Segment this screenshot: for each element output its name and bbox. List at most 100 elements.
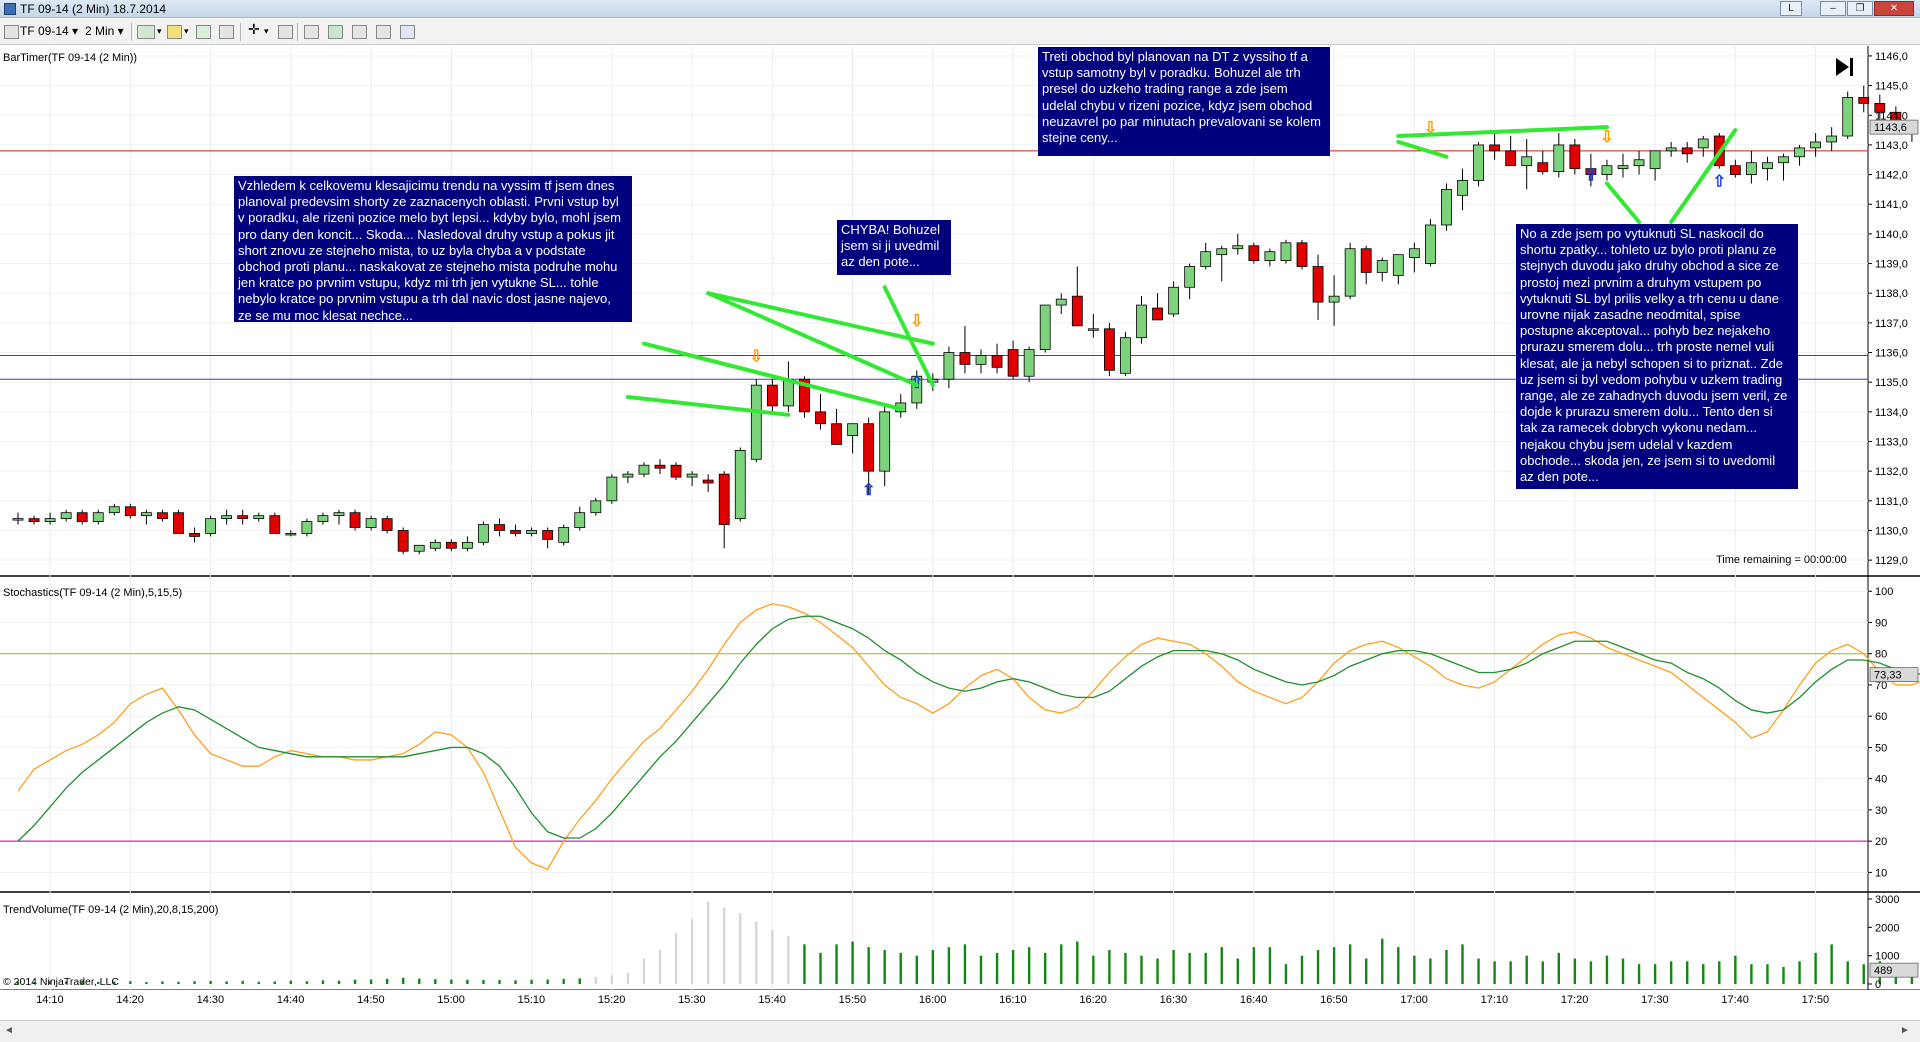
- candle: [1553, 133, 1565, 178]
- candle: [381, 515, 393, 534]
- candle: [783, 361, 794, 412]
- drawing-dropdown-icon[interactable]: ▾: [184, 26, 189, 36]
- axis-tick-label: 30: [1875, 805, 1887, 817]
- scroll-right-icon[interactable]: ►: [1900, 1025, 1910, 1036]
- candle: [1280, 239, 1292, 264]
- time-axis-label: 15:50: [838, 994, 867, 1006]
- candle-body: [1441, 188, 1452, 226]
- candle: [558, 524, 570, 546]
- axis-tick-label: 1133,0: [1875, 437, 1908, 449]
- trade-markers: ⇩⇧⇩⇧⇩⇩⇧⇧: [750, 120, 1726, 499]
- candle: [622, 471, 634, 484]
- time-axis-label: 16:10: [999, 994, 1027, 1006]
- candle: [1810, 133, 1821, 157]
- interval-selector[interactable]: 2 Min ▾: [85, 24, 124, 38]
- candle-body: [766, 384, 778, 407]
- candle-body: [1232, 245, 1244, 250]
- candle-body: [349, 512, 361, 528]
- time-axis-label: 14:50: [357, 994, 385, 1006]
- strategies-icon[interactable]: [376, 25, 391, 39]
- candle-body: [863, 423, 875, 472]
- candle-body: [1762, 162, 1773, 170]
- minimize-button[interactable]: –: [1820, 1, 1846, 16]
- volume-bar: [594, 976, 597, 984]
- crosshair-dropdown-icon[interactable]: ▾: [264, 26, 269, 36]
- current-value-label: 1143,6: [1874, 122, 1907, 134]
- candle-body: [1874, 102, 1886, 113]
- plus-icon[interactable]: [196, 25, 211, 39]
- horizontal-scrollbar[interactable]: ◄ ►: [0, 1020, 1920, 1042]
- candle: [140, 509, 152, 525]
- chart-trader-icon[interactable]: [400, 25, 415, 39]
- volume-bar: [129, 981, 132, 984]
- zoom-icon[interactable]: [278, 25, 293, 39]
- candle: [108, 503, 120, 516]
- properties-icon[interactable]: [304, 25, 319, 39]
- volume-bar: [209, 980, 212, 984]
- close-button[interactable]: ✕: [1874, 1, 1914, 16]
- trend-line: [1669, 128, 1738, 225]
- volume-bar: [1140, 955, 1143, 984]
- pencil-icon[interactable]: [167, 25, 182, 39]
- candle-body: [1617, 165, 1629, 170]
- time-remaining: Time remaining = 00:00:00: [1716, 554, 1847, 566]
- chart-toolbar: TF 09-14 ▾ 2 Min ▾ ▾ ▾ ✛ ▾: [0, 19, 1920, 45]
- candle-body: [1184, 266, 1196, 288]
- candle-body: [494, 524, 505, 531]
- toolbar-separator: [240, 23, 241, 41]
- volume-bar: [1397, 947, 1400, 984]
- bartimer-label: BarTimer(TF 09-14 (2 Min)): [3, 52, 138, 64]
- axis-tick-label: 1135,0: [1875, 377, 1908, 389]
- axis-tick-label: 60: [1875, 711, 1887, 723]
- volume-bar: [1220, 947, 1223, 984]
- axis-tick-label: 20: [1875, 836, 1887, 848]
- trend-line: [706, 291, 919, 388]
- candle: [1152, 293, 1163, 321]
- candle: [1489, 133, 1500, 160]
- indicators-icon[interactable]: [352, 25, 367, 39]
- volume-bar: [225, 981, 228, 984]
- time-axis: 14:10 14:20 14:30 14:40 14:50 15:00 15:10 15:20…: [0, 990, 1920, 1020]
- exit-arrow-icon: ⇧: [1584, 168, 1597, 185]
- maximize-button[interactable]: ❐: [1847, 1, 1873, 16]
- instrument-selector[interactable]: TF 09-14 ▾: [20, 24, 79, 38]
- volume-bar: [562, 978, 565, 984]
- candle-body: [221, 515, 233, 520]
- title-bar[interactable]: TF 09-14 (2 Min) 18.7.2014 L – ❐ ✕: [0, 0, 1920, 18]
- annotation-mistake[interactable]: CHYBA! Bohuzel jsem si ji uvedmil az den…: [837, 220, 951, 275]
- current-value-label: 489: [1874, 965, 1892, 977]
- volume-bar: [1477, 958, 1480, 984]
- candle: [895, 394, 907, 418]
- axis-tick-label: 2000: [1875, 922, 1899, 934]
- candle-body: [1505, 150, 1517, 167]
- volume-bar: [1798, 961, 1801, 984]
- bar-style-icon[interactable]: [137, 25, 155, 39]
- crosshair-icon[interactable]: ✛: [248, 21, 260, 37]
- candle: [1392, 254, 1404, 285]
- data-box-icon[interactable]: [328, 25, 343, 39]
- eraser-icon[interactable]: [219, 25, 234, 39]
- time-axis-label: 17:50: [1801, 994, 1830, 1006]
- candle: [1874, 94, 1886, 119]
- candle-body: [1473, 144, 1484, 181]
- link-button[interactable]: L: [1780, 1, 1802, 16]
- candle: [911, 370, 923, 409]
- candle-body: [686, 473, 698, 478]
- candle-body: [1697, 138, 1709, 149]
- volume-bar: [1541, 961, 1544, 984]
- annotation-trade-4[interactable]: No a zde jsem po vytuknuti SL naskocil d…: [1516, 224, 1798, 489]
- annotation-trade-3[interactable]: Treti obchod byl planovan na DT z vyssih…: [1038, 47, 1330, 156]
- candle: [863, 417, 875, 495]
- volume-bar: [482, 980, 485, 984]
- volume-bar: [1172, 950, 1175, 984]
- bar-style-dropdown-icon[interactable]: ▾: [157, 26, 162, 36]
- candle-body: [1136, 304, 1147, 339]
- volume-bar: [1044, 952, 1047, 984]
- candle: [1136, 296, 1147, 344]
- scroll-left-icon[interactable]: ◄: [4, 1025, 14, 1036]
- volume-bar: [1076, 941, 1079, 984]
- end-of-chart-icon: [1836, 58, 1853, 76]
- annotation-trade-1-2[interactable]: Vzhledem k celkovemu klesajicimu trendu …: [234, 176, 632, 322]
- candle-body: [124, 506, 136, 517]
- chart-icon[interactable]: [4, 25, 19, 39]
